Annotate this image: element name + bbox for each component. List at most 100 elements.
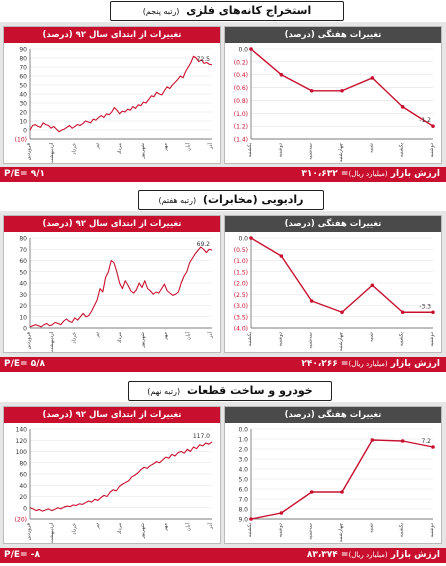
data-point [279, 511, 284, 515]
data-point [249, 517, 253, 521]
y-tick-label: (2.0) [234, 281, 248, 288]
x-tick-label: سه‌شنبه [308, 143, 314, 160]
x-tick-label: سه‌شنبه [308, 332, 314, 349]
x-tick-label: خرداد [72, 332, 78, 344]
chart-band: تغییرات از ابتدای سال ۹۲ (درصد) (10) 0 10 2… [0, 22, 446, 167]
x-tick-label: مهر [163, 332, 169, 341]
y-tick-label: 5.0 [238, 477, 248, 484]
section-title: خودرو و ساخت قطعات (رتبه نهم) [128, 381, 332, 401]
y-tick-label: 20 [19, 110, 27, 117]
y-tick-label: 70 [19, 65, 27, 72]
y-tick-label: 10 [19, 314, 27, 321]
y-tick-label: (0.4) [234, 72, 248, 79]
y-tick-label: (1.0) [234, 258, 248, 265]
y-tick-label: 80 [19, 236, 27, 243]
section-title: استخراج کانه‌های فلزی (رتبه پنجم) [110, 1, 344, 21]
x-tick-label: دوشنبه [277, 523, 283, 538]
x-tick-label: یکشنبه [399, 142, 405, 157]
x-tick-label: اردیبهشت [49, 523, 55, 543]
x-tick-label: چهارشنبه [338, 143, 344, 162]
ytd-chart-title: تغییرات از ابتدای سال ۹۲ (درصد) [4, 407, 220, 423]
y-tick-label: (0.2) [234, 59, 248, 66]
y-tick-label: 9.0 [238, 517, 248, 524]
ytd-chart-title: تغییرات از ابتدای سال ۹۲ (درصد) [4, 27, 220, 43]
y-tick-label: 0 [23, 128, 27, 135]
x-tick-label: شهریور [140, 523, 146, 540]
data-point [279, 72, 284, 77]
x-tick-label: خرداد [72, 523, 78, 535]
weekly-chart-panel: تغییرات هفتگی (درصد) 0.0 (0.5) (1.0) (1.5) (… [224, 215, 442, 353]
data-point [431, 310, 435, 315]
x-tick-label: فروردین [26, 522, 32, 540]
ytd-line-chart: (20) 0 20 40 60 80 100 120 140 فروردین اردیبهشت خرد… [15, 427, 214, 544]
weekly-chart-title: تغییرات هفتگی (درصد) [225, 216, 441, 232]
y-tick-label: 50 [19, 269, 27, 276]
x-tick-label: یکشنبه [247, 331, 253, 346]
x-tick-label: یکشنبه [399, 331, 405, 346]
market-cap: ارزش بازار (میلیارد ریال)= ۳۱۰،۶۳۲ [301, 169, 440, 179]
end-value-label: 69.2 [197, 241, 211, 248]
market-cap: ارزش بازار (میلیارد ریال)= ۲۴۰،۲۶۶ [301, 359, 440, 369]
chart-band: تغییرات از ابتدای سال ۹۲ (درصد) (20) 0 20 4… [0, 402, 446, 548]
y-tick-label: 120 [16, 438, 28, 445]
ytd-chart-panel: تغییرات از ابتدای سال ۹۲ (درصد) (20) 0 20 4… [3, 406, 221, 544]
y-tick-label: 100 [16, 449, 28, 456]
section-title-text: استخراج کانه‌های فلزی [186, 4, 312, 17]
weekly-chart-panel: تغییرات هفتگی (درصد) 0.0 (0.2) (0.4) (0.6) (… [224, 26, 442, 164]
data-point [340, 310, 344, 315]
data-point [400, 439, 405, 443]
y-tick-label: (20) [15, 517, 27, 524]
section-automotive: خودرو و ساخت قطعات (رتبه نهم) تغییرات از… [0, 380, 446, 566]
y-tick-label: (3.5) [234, 314, 248, 321]
y-tick-label: 90 [19, 47, 27, 54]
y-tick-label: 80 [19, 460, 27, 467]
end-value-label: -1.2 [419, 117, 431, 124]
x-tick-label: آبان [184, 142, 191, 151]
x-tick-label: دوشنبه [429, 143, 435, 158]
section-footer: ارزش بازار (میلیارد ریال)= ۲۴۰،۲۶۶ P/E= … [0, 357, 446, 372]
x-tick-label: فروردین [26, 331, 32, 349]
y-tick-label: (10) [15, 137, 27, 144]
y-tick-label: 30 [19, 292, 27, 299]
end-value-label: 117.0 [193, 433, 210, 440]
y-tick-label: 60 [19, 472, 27, 479]
y-tick-label: (0.5) [234, 247, 248, 254]
y-tick-label: (1.2) [234, 124, 248, 131]
series-line [29, 55, 213, 133]
data-point [249, 47, 253, 51]
market-cap: ارزش بازار (میلیارد ریال)= ۸۳،۳۷۴ [306, 550, 440, 560]
series-line [250, 439, 434, 520]
y-tick-label: (1.5) [234, 269, 248, 276]
y-tick-label: 40 [19, 483, 27, 490]
y-tick-label: 140 [16, 427, 28, 434]
pe-ratio: P/E= ۵/۸ [4, 359, 45, 369]
section-footer: ارزش بازار (میلیارد ریال)= ۸۳،۳۷۴ P/E= -… [0, 548, 446, 563]
y-tick-label: 0 [23, 505, 27, 512]
data-point [309, 88, 314, 93]
x-tick-label: مهر [163, 143, 169, 152]
ytd-chart-panel: تغییرات از ابتدای سال ۹۲ (درصد) (10) 0 10 2… [3, 26, 221, 164]
x-tick-label: یکشنبه [247, 522, 253, 537]
ytd-chart-panel: تغییرات از ابتدای سال ۹۲ (درصد) 0 10 20 30 4… [3, 215, 221, 353]
weekly-line-chart: 0.0(0.2)(0.4)(0.6)(0.8)(1.0)(1.2)(1.4)یک… [234, 47, 435, 163]
weekly-chart-title: تغییرات هفتگی (درصد) [225, 407, 441, 423]
x-tick-label: دوشنبه [277, 332, 283, 347]
data-point [431, 445, 435, 449]
x-tick-label: یکشنبه [399, 522, 405, 537]
weekly-line-chart: 0.0 (0.5) (1.0) (1.5) (2.0) (2.5) (3.0) (3.5) (4… [234, 236, 435, 352]
pe-ratio: P/E= ۹/۱ [4, 169, 45, 179]
x-tick-label: تیر [94, 522, 100, 529]
y-tick-label: (4.0) [234, 326, 248, 333]
x-tick-label: آذر [207, 522, 214, 530]
x-tick-label: آذر [207, 331, 214, 339]
y-tick-label: 8.0 [238, 507, 248, 514]
x-tick-label: فروردین [26, 142, 32, 160]
x-tick-label: مرداد [117, 332, 123, 344]
data-point [370, 76, 375, 80]
y-tick-label: 20 [19, 303, 27, 310]
end-value-label: -3.3 [419, 303, 431, 310]
x-tick-label: مرداد [117, 143, 123, 155]
y-tick-label: 4.0 [238, 467, 248, 474]
y-tick-label: 50 [19, 83, 27, 90]
